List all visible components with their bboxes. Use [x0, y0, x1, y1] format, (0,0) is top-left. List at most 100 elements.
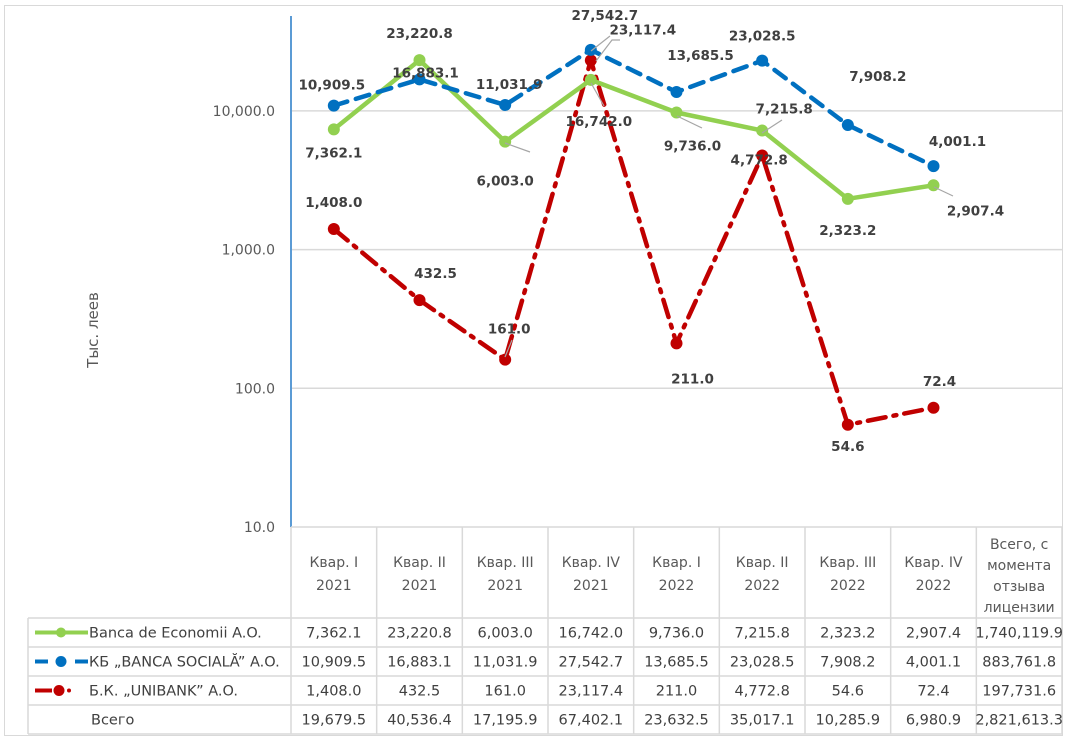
table-cell: 2,907.4: [906, 626, 961, 642]
legend-key: [35, 656, 88, 667]
table-cell: 7,362.1: [306, 626, 361, 642]
table-cell: 27,542.7: [559, 655, 624, 671]
category-label: Квар. III: [819, 555, 876, 571]
data-label: 23,117.4: [610, 22, 677, 38]
leader-line: [590, 82, 605, 107]
category-label: Квар. II: [393, 555, 446, 571]
table-cell: 9,736.0: [649, 626, 704, 642]
data-label: 2,907.4: [947, 203, 1004, 219]
table-cell: 2,323.2: [820, 626, 875, 642]
legend-key: [35, 685, 71, 696]
table-cell-total: 197,731.6: [982, 684, 1056, 700]
legend-marker: [56, 627, 66, 638]
category-label: 2022: [659, 578, 695, 594]
data-point: [327, 123, 340, 136]
series-group: [327, 43, 940, 431]
category-label: Квар. I: [309, 555, 358, 571]
table-cell: 17,195.9: [473, 713, 538, 729]
legend-marker: [53, 685, 65, 696]
series-name: Б.К. „UNIBANK” A.O.: [89, 684, 238, 700]
data-label: 7,362.1: [305, 145, 362, 161]
data-point: [413, 54, 426, 67]
table-cell: 4,772.8: [734, 684, 789, 700]
data-label: 16,883.1: [392, 65, 459, 81]
table-cell: 35,017.1: [730, 713, 795, 729]
data-label: 7,908.2: [849, 69, 906, 85]
y-tick-label: 1,000.0: [222, 243, 275, 259]
category-label: 2022: [830, 578, 866, 594]
series-name: КБ „BANCA SOCIALĂ” A.O.: [89, 653, 280, 671]
leader-line: [761, 119, 783, 134]
table-cell: 1,408.0: [306, 684, 361, 700]
table-cell: 6,003.0: [477, 626, 532, 642]
series-name: Всего: [91, 713, 134, 729]
data-point: [927, 401, 940, 414]
category-label: Квар. II: [736, 555, 789, 571]
legend-marker: [55, 656, 67, 667]
data-label: 54.6: [831, 439, 864, 455]
category-label: 2022: [744, 578, 780, 594]
table-cell: 6,980.9: [906, 713, 961, 729]
table-cell-total: 1,740,119.9: [975, 626, 1063, 642]
leader-line: [676, 115, 703, 129]
data-point: [927, 179, 940, 192]
y-axis-label: Тыс. леев: [84, 292, 102, 369]
axes: 10.0 100.0 1,000.0 10,000.0: [213, 16, 292, 536]
data-point: [413, 73, 426, 86]
table-cell: 16,883.1: [387, 655, 452, 671]
total-column-header: отзыва: [993, 579, 1045, 595]
data-point: [756, 124, 769, 137]
table-cell: 4,001.1: [906, 655, 961, 671]
total-column-header: момента: [987, 558, 1051, 574]
table-cell: 10,285.9: [816, 713, 881, 729]
category-label: 2021: [573, 578, 609, 594]
data-point: [756, 54, 769, 67]
table-cell: 211.0: [656, 684, 698, 700]
table-cell: 72.4: [917, 684, 949, 700]
data-label: 2,323.2: [819, 223, 876, 239]
leader-line: [590, 35, 611, 52]
data-table: Квар. I 2021 Квар. II 2021 Квар. III 2021 Квар…: [27, 526, 1063, 735]
legend-key: [35, 627, 88, 638]
table-cell: 19,679.5: [302, 713, 367, 729]
data-label: 432.5: [414, 266, 457, 282]
leader-line: [504, 339, 513, 358]
y-tick-label: 10.0: [244, 520, 275, 536]
table-cell: 432.5: [399, 684, 441, 700]
table-cell: 10,909.5: [302, 655, 367, 671]
leader-line: [933, 186, 954, 197]
data-point: [499, 135, 512, 148]
total-column-header: лицензии: [984, 600, 1055, 616]
table-cell: 67,402.1: [559, 713, 624, 729]
data-point: [670, 86, 683, 99]
data-labels: 7,362.1 23,220.8 6,003.0 16,742.0 9,736.0 7,2…: [299, 8, 1005, 455]
series-line-0: [331, 57, 936, 202]
data-label: 23,028.5: [729, 29, 796, 45]
data-point: [413, 294, 426, 307]
table-cell: 13,685.5: [644, 655, 709, 671]
table-cell: 11,031.9: [473, 655, 538, 671]
series-line-1: [331, 47, 936, 169]
table-cell: 23,632.5: [644, 713, 709, 729]
data-point: [927, 160, 940, 173]
leader-line: [504, 142, 531, 153]
data-point: [327, 99, 340, 112]
y-tick-label: 10,000.0: [213, 104, 275, 120]
table-cell: 23,220.8: [387, 626, 452, 642]
data-label: 161.0: [488, 322, 531, 338]
category-label: 2022: [916, 578, 952, 594]
leader-line: [595, 39, 620, 62]
category-label: 2021: [402, 578, 438, 594]
category-label: Квар. IV: [562, 555, 621, 571]
data-point: [327, 222, 340, 235]
data-point: [499, 98, 512, 111]
data-point: [841, 418, 854, 431]
category-label: 2021: [316, 578, 352, 594]
data-label: 16,742.0: [566, 114, 633, 130]
table-cell: 40,536.4: [387, 713, 452, 729]
total-column-header: Всего, с: [990, 537, 1048, 553]
data-label: 4,001.1: [929, 134, 986, 150]
chart-frame: [4, 5, 1063, 736]
data-label: 11,031.9: [476, 77, 543, 93]
data-label: 9,736.0: [664, 139, 721, 155]
